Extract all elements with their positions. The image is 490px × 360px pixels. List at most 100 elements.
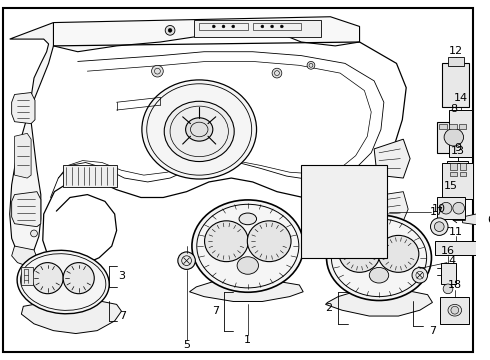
Text: 17: 17 [430, 207, 444, 217]
Ellipse shape [63, 262, 94, 294]
Ellipse shape [247, 221, 291, 262]
Text: 6: 6 [487, 215, 490, 225]
Ellipse shape [192, 200, 304, 292]
Circle shape [18, 98, 25, 106]
Polygon shape [12, 93, 35, 123]
Bar [437, 198, 465, 219]
Circle shape [151, 65, 163, 77]
Polygon shape [384, 192, 408, 221]
Bar [199, 23, 248, 30]
Bar [459, 123, 466, 130]
Circle shape [435, 222, 444, 231]
Text: 4: 4 [448, 256, 455, 266]
Ellipse shape [142, 80, 257, 179]
Bar [63, 166, 117, 187]
Polygon shape [374, 139, 410, 178]
Ellipse shape [239, 213, 257, 225]
Polygon shape [12, 192, 41, 227]
Text: 9: 9 [454, 143, 461, 153]
Bar [460, 172, 466, 176]
Bar [441, 262, 456, 284]
Polygon shape [190, 280, 303, 301]
Circle shape [451, 306, 459, 314]
Bar [437, 122, 471, 153]
Ellipse shape [378, 235, 419, 272]
Circle shape [270, 25, 273, 28]
Text: 7: 7 [119, 311, 126, 321]
Text: 7: 7 [212, 306, 220, 316]
Text: 18: 18 [448, 280, 462, 290]
Polygon shape [53, 17, 360, 52]
Bar [365, 216, 373, 225]
Ellipse shape [186, 118, 213, 141]
Bar [449, 110, 472, 157]
Text: 10: 10 [432, 204, 446, 214]
Text: 8: 8 [450, 104, 457, 114]
Circle shape [412, 267, 428, 283]
Text: 16: 16 [441, 246, 455, 256]
Circle shape [178, 252, 196, 269]
Text: 5: 5 [183, 340, 190, 350]
Bar [376, 216, 385, 225]
Circle shape [165, 26, 175, 35]
Ellipse shape [204, 221, 248, 262]
Circle shape [443, 284, 453, 294]
Ellipse shape [164, 101, 234, 162]
Bar [306, 216, 315, 225]
Bar [440, 297, 469, 324]
Bar [329, 216, 338, 225]
Circle shape [308, 168, 318, 178]
Polygon shape [22, 301, 122, 334]
Text: 13: 13 [451, 146, 465, 156]
Bar [318, 216, 326, 225]
Bar [450, 172, 457, 176]
Bar [442, 162, 473, 199]
Bar [305, 185, 383, 209]
Ellipse shape [448, 305, 462, 316]
Circle shape [168, 28, 172, 32]
Circle shape [440, 202, 452, 214]
Bar [460, 163, 466, 170]
Ellipse shape [17, 250, 109, 314]
Circle shape [345, 168, 355, 178]
Bar [449, 123, 457, 130]
Circle shape [325, 168, 335, 178]
Bar [353, 229, 362, 235]
Bar [318, 229, 326, 235]
Circle shape [261, 25, 264, 28]
Circle shape [272, 68, 282, 78]
Circle shape [212, 25, 215, 28]
Ellipse shape [32, 262, 63, 294]
Circle shape [453, 202, 465, 214]
Ellipse shape [237, 257, 259, 274]
Circle shape [232, 25, 235, 28]
Bar [329, 229, 338, 235]
Circle shape [431, 218, 448, 235]
Circle shape [222, 25, 225, 28]
Circle shape [307, 62, 315, 69]
Bar [447, 161, 468, 178]
Bar [195, 20, 320, 37]
Text: 3: 3 [118, 271, 125, 281]
Text: 2: 2 [325, 303, 332, 313]
Text: 7: 7 [429, 326, 436, 336]
Bar [450, 163, 457, 170]
Text: 11: 11 [449, 226, 463, 237]
Bar [365, 229, 373, 235]
Polygon shape [12, 246, 39, 267]
Circle shape [280, 25, 283, 28]
Bar [253, 23, 301, 30]
Bar [341, 216, 350, 225]
Ellipse shape [371, 227, 387, 238]
Text: 14: 14 [454, 93, 467, 103]
Bar [341, 229, 350, 235]
Circle shape [30, 230, 37, 237]
Polygon shape [15, 133, 31, 178]
Ellipse shape [326, 215, 432, 301]
Ellipse shape [339, 235, 380, 272]
Polygon shape [325, 289, 433, 316]
Ellipse shape [444, 129, 464, 146]
Polygon shape [10, 23, 53, 256]
Text: 15: 15 [444, 181, 458, 191]
Bar [301, 166, 387, 258]
